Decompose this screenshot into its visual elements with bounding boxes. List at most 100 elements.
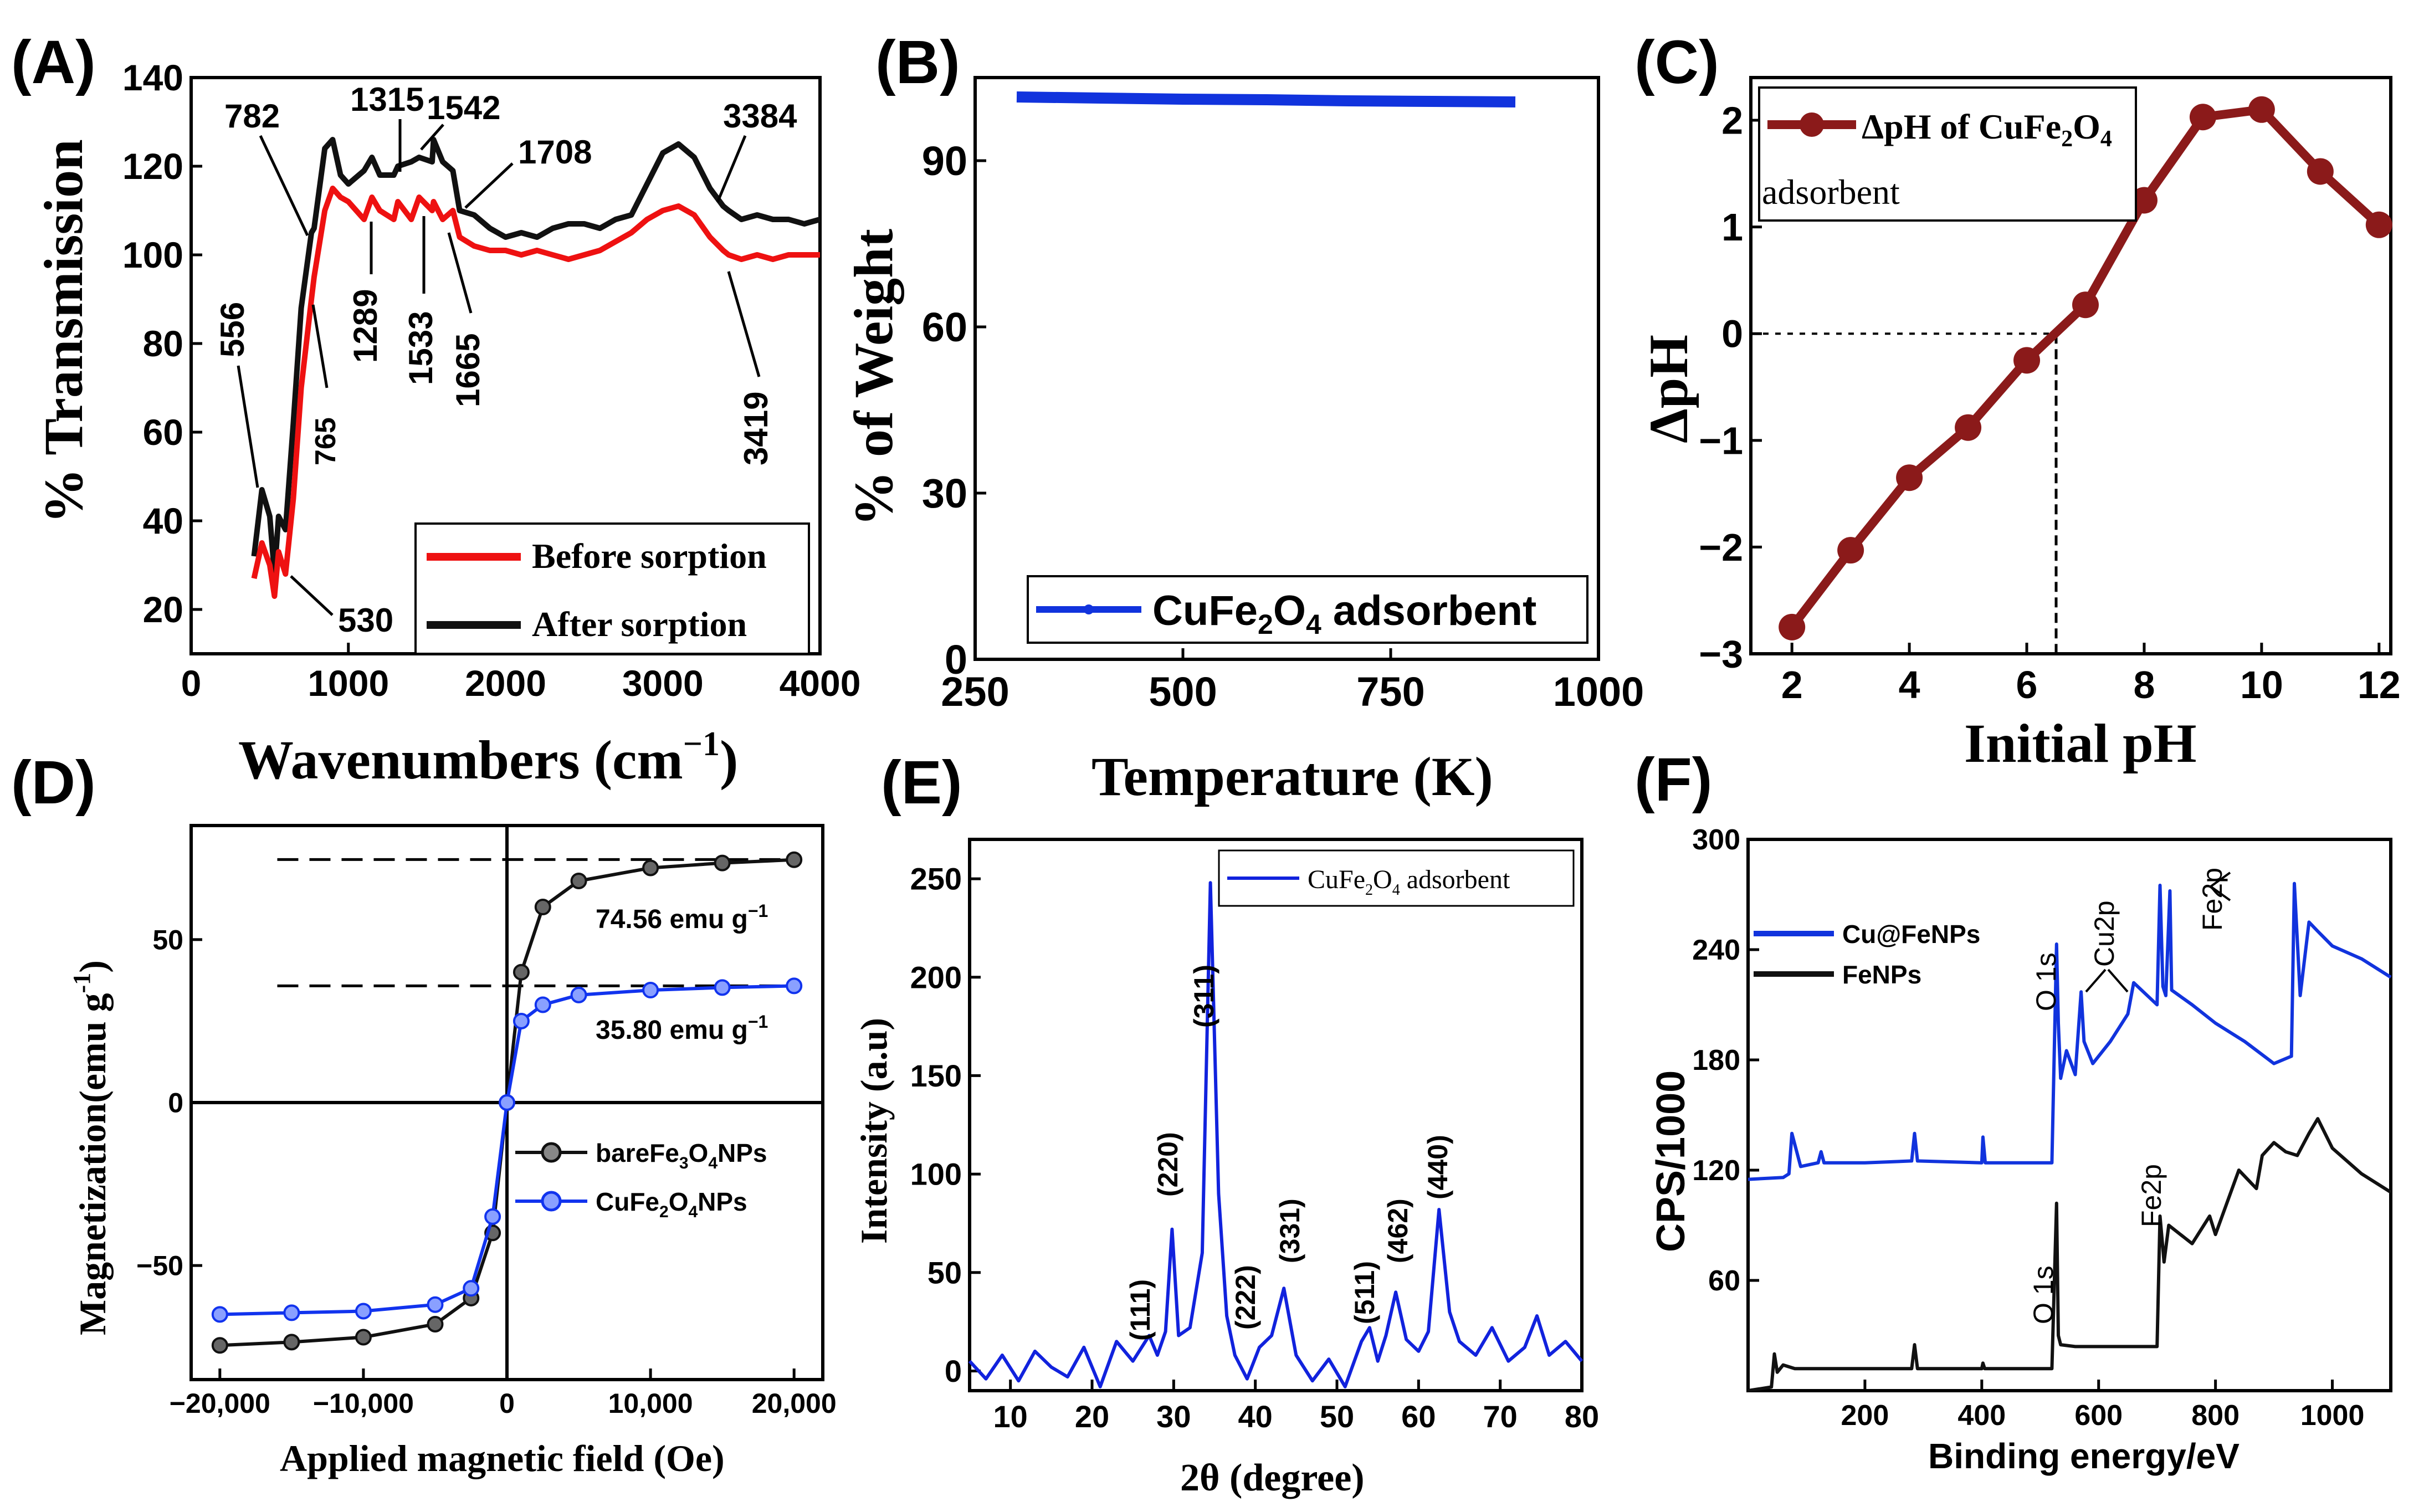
panel-f-ticks: 200 400 600 800 1000 60 120 180 240 300 [1692,824,2364,1432]
x-tick-label: 10 [993,1399,1028,1434]
panel-a-ylabel: % Transmission [33,139,94,524]
x-tick-label: 4 [1899,663,1920,706]
data-point [1896,464,1923,491]
panel-c-label: (C) [1634,28,1719,96]
legend-cu: CuFe2O4NPs [596,1187,747,1221]
ann-765: 765 [310,417,342,465]
panel-e-ylabel: Intensity (a.u) [853,1018,895,1244]
panel-e: (E) 10 20 30 40 50 60 70 80 0 50 100 150 200 250 (111… [853,749,1599,1499]
x-tick-label: 40 [1238,1399,1273,1434]
ann-530: 530 [338,602,393,639]
ann-556: 556 [214,302,251,357]
x-tick-label: 10 [2240,663,2283,706]
y-tick-label: −1 [1699,419,1743,462]
data-point [463,1280,480,1297]
legend-before: Before sorption [532,536,767,576]
legend-cu-fenps: Cu@FeNPs [1842,920,1980,949]
y-tick-label: 80 [143,323,183,364]
x-tick-label: 1000 [1553,669,1644,715]
panel-d-lines [191,826,823,1380]
data-point [513,963,530,981]
peak-440: (440) [1422,1135,1453,1200]
panel-f-label: (F) [1634,746,1712,814]
panel-b-label: (B) [875,28,960,96]
ann-1533: 1533 [402,311,439,385]
data-point [211,1337,228,1354]
panel-d-xlabel: Applied magnetic field (Oe) [280,1437,725,1479]
panel-a-label: (A) [11,28,96,96]
series-line-cufe2o4-adsorbent [968,881,1584,1388]
data-point [427,1296,444,1313]
panel-f-frame [1746,838,2392,1392]
legend-c-line1: ΔpH of CuFe2O4 [1862,107,2112,152]
ann-ms-bare: 74.56 emu g−1 [596,901,768,934]
x-tick-label: 70 [1483,1399,1518,1434]
x-tick-label: 80 [1565,1399,1599,1434]
x-tick-label: 400 [1957,1400,2006,1432]
x-tick-label: 50 [1320,1399,1354,1434]
x-tick-label: 0 [181,663,202,704]
panel-d-label: (D) [11,749,96,817]
ann-cu2p: Cu2p [2089,900,2120,967]
series-line-before-sorption [251,186,820,599]
x-tick-label: 6 [2016,663,2038,706]
data-point [2248,96,2275,123]
panel-a-annotations: 782 1315 1542 1708 3384 556 765 1289 153… [214,81,797,639]
x-tick-label: 200 [1841,1400,1889,1432]
x-tick-label: 12 [2358,663,2401,706]
data-point [283,1304,300,1321]
y-tick-label: 140 [122,57,183,98]
x-tick-label: 0 [499,1388,515,1419]
data-point [484,1208,501,1225]
y-tick-label: 0 [168,1088,183,1119]
y-tick-label: 100 [910,1157,962,1192]
y-tick-label: 60 [1708,1265,1740,1297]
data-point [355,1329,372,1346]
x-tick-label: −10,000 [313,1388,414,1419]
ann-1542: 1542 [427,89,500,126]
panel-e-lines [968,881,1584,1388]
data-point [355,1303,372,1320]
legend-bare: bareFe3O4NPs [596,1139,767,1172]
data-point [642,859,659,877]
x-tick-label: 2000 [465,663,546,704]
panel-b-ticks: 250 500 750 1000 0 30 60 90 [922,138,1644,715]
ann-o1s-top: O 1s [2031,952,2062,1011]
y-tick-label: 2 [1721,99,1743,142]
panel-d-ticks: −20,000 −10,000 0 10,000 20,000 −50 0 50 [136,924,836,1419]
data-point [2307,158,2334,185]
data-point [2189,104,2216,131]
y-tick-label: 250 [910,862,962,896]
y-tick-label: 0 [1721,312,1743,356]
y-tick-label: 90 [922,138,967,184]
y-tick-label: 300 [1692,824,1740,856]
y-tick-label: 150 [910,1058,962,1093]
x-tick-label: 2 [1781,663,1803,706]
panel-f: (F) 200 400 600 800 1000 60 120 180 240 300 O 1s … [1634,746,2392,1476]
y-tick-label: 30 [922,470,967,516]
panel-f-legend: Cu@FeNPs FeNPs [1754,920,1980,989]
x-tick-label: 60 [1401,1399,1436,1434]
data-point [283,1334,300,1351]
ann-3419: 3419 [737,392,775,465]
x-tick-label: 800 [2191,1400,2240,1432]
ann-3384: 3384 [723,98,797,135]
panel-a: (A) 0 1000 2000 3000 4000 20 40 60 80 100 120 140 7… [11,28,860,791]
x-tick-label: 500 [1149,669,1217,715]
panel-a-ticks: 0 1000 2000 3000 4000 20 40 60 80 100 120 140 [122,57,861,704]
panel-f-lines [1748,881,2392,1392]
panel-c-legend: ΔpH of CuFe2O4 adsorbent [1758,86,2137,222]
panel-d: (D) −20,000 −10,000 0 10,000 20,000 −50 0 50 74… [11,749,837,1479]
y-tick-label: 40 [143,500,183,541]
series-line-cufe2o4-adsorbent [1016,91,1516,107]
panel-d-annotations: 74.56 emu g−1 35.80 emu g−1 [596,901,768,1045]
panel-e-ticks: 10 20 30 40 50 60 70 80 0 50 100 150 200 250 [910,862,1600,1434]
x-tick-label: 3000 [622,663,704,704]
ann-1289: 1289 [347,289,384,363]
y-tick-label: 180 [1692,1044,1740,1077]
data-point [642,982,659,999]
x-tick-label: 600 [2074,1400,2123,1432]
x-tick-label: 750 [1356,669,1424,715]
